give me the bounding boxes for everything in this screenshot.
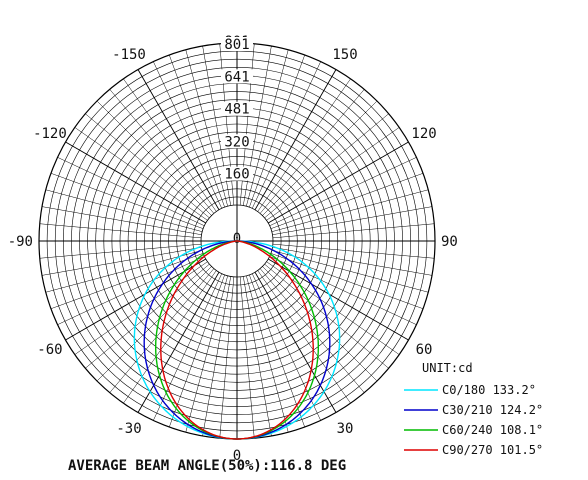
grid-spoke — [259, 89, 365, 214]
series-curves — [133, 240, 341, 440]
grid-spoke — [257, 270, 351, 404]
angle-tick-label: -30 — [116, 421, 141, 437]
grid-spoke — [169, 54, 225, 208]
grid-spoke — [243, 276, 272, 437]
radial-tick-label: 160 — [224, 167, 249, 183]
angle-tick-label: 60 — [416, 342, 433, 358]
radial-tick-label: 641 — [224, 69, 249, 85]
grid-spoke — [57, 255, 205, 325]
grid-spoke — [50, 173, 204, 229]
grid-spoke — [249, 274, 305, 428]
grid-spoke — [219, 276, 235, 439]
grid-spoke — [267, 141, 409, 224]
grid-spoke — [96, 100, 212, 216]
grid-spoke — [246, 49, 289, 207]
grid-spoke — [267, 258, 409, 341]
grid-spoke — [251, 273, 321, 421]
grid-spoke — [153, 273, 223, 421]
grid-spoke — [272, 247, 433, 276]
grid-spoke — [264, 113, 389, 219]
grid-spoke — [41, 247, 202, 276]
grid-spoke — [50, 253, 204, 309]
grid-spoke — [254, 271, 337, 413]
grid-spoke — [39, 243, 202, 259]
grid-spoke — [246, 275, 289, 433]
series-curve — [160, 240, 314, 440]
legend-entry: C90/270 101.5° — [442, 443, 543, 457]
grid-spoke — [202, 276, 231, 437]
grid-spoke — [270, 253, 424, 309]
grid-spoke — [74, 127, 208, 221]
grid-spoke — [45, 250, 203, 293]
grid-spoke — [270, 173, 424, 229]
grid-spoke — [262, 100, 378, 216]
angle-tick-label: 90 — [441, 234, 458, 250]
grid-spoke — [123, 78, 217, 212]
grid-spoke — [271, 189, 429, 232]
legend-entry: C0/180 133.2° — [442, 383, 536, 397]
angle-tick-label: 120 — [411, 126, 436, 142]
grid-spoke — [262, 266, 378, 382]
angle-tick-label: 150 — [332, 47, 357, 63]
grid-spoke — [269, 157, 417, 227]
radial-label-bg — [221, 166, 253, 181]
grid-spoke — [185, 49, 228, 207]
legend-entry: C60/240 108.1° — [442, 423, 543, 437]
grid-spoke — [239, 276, 255, 439]
average-beam-angle-label: AVERAGE BEAM ANGLE(50%):116.8 DEG — [68, 458, 346, 474]
grid-spoke — [272, 206, 433, 235]
grid-spoke — [39, 223, 202, 239]
radial-tick-labels: 160 320 481 641 801 0 — [221, 37, 253, 247]
radial-label-bg — [221, 37, 253, 51]
grid-spoke — [269, 255, 417, 325]
grid-spoke — [254, 69, 337, 211]
angle-tick-label: 0 — [233, 448, 241, 464]
angle-tick-label: 30 — [337, 421, 354, 437]
radial-label-bg — [221, 134, 253, 149]
grid-spoke — [272, 223, 435, 239]
grid-spoke — [257, 78, 351, 212]
grid-spoke — [137, 271, 220, 413]
grid-spoke — [41, 206, 202, 235]
grid-spoke — [65, 258, 207, 341]
grid-spoke — [96, 266, 212, 382]
grid-spoke — [271, 250, 429, 293]
angle-tick-label: -120 — [33, 126, 67, 142]
radial-zero-label: 0 — [233, 231, 241, 247]
grid-spoke — [65, 141, 207, 224]
radial-tick-label: 320 — [224, 134, 249, 150]
grid-spoke — [45, 189, 203, 232]
grid-spoke — [249, 54, 305, 208]
legend: C0/180 133.2° C30/210 124.2° C60/240 108.1… — [404, 383, 543, 457]
grid-spoke — [266, 127, 400, 221]
unit-label: UNIT:cd — [422, 361, 473, 375]
grid-spoke — [272, 243, 435, 259]
grid-spoke — [85, 113, 210, 219]
angle-tick-labels: 0 30 60 90 120 150 801 -150 -120 -90 -60 -30 — [8, 34, 458, 464]
grid-spoke — [137, 69, 220, 211]
angle-tick-label: -150 — [112, 47, 146, 63]
radial-tick-label: 481 — [224, 102, 249, 118]
grid-spoke — [169, 274, 225, 428]
grid-spoke — [57, 157, 205, 227]
grid-spoke — [109, 89, 215, 214]
legend-entry: C30/210 124.2° — [442, 403, 543, 417]
radial-label-bg — [221, 69, 253, 84]
grid-spoke — [185, 275, 228, 433]
grid-spoke — [153, 61, 223, 209]
angle-tick-label: -90 — [8, 234, 33, 250]
grid-spoke — [251, 61, 321, 209]
radial-tick-label: 801 — [224, 37, 249, 53]
radial-label-bg — [221, 101, 253, 116]
angle-tick-label: -60 — [37, 342, 62, 358]
grid-spoke — [123, 270, 217, 404]
